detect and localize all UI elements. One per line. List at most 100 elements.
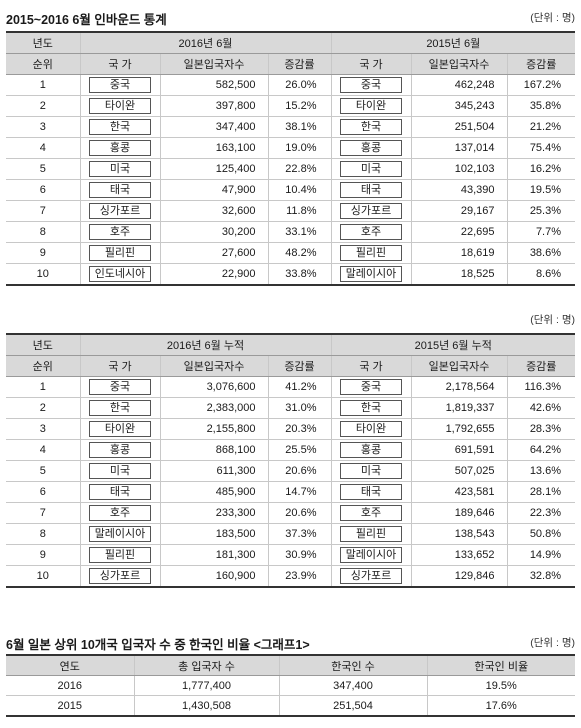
country-cell-box: 한국 xyxy=(339,119,403,135)
table3-title: 6월 일본 상위 10개국 입국자 수 중 한국인 비율 <그래프1> xyxy=(6,638,310,652)
country-cell: 홍콩 xyxy=(331,439,412,461)
country-cell-box: 미국 xyxy=(88,463,152,479)
country-cell: 태국 xyxy=(331,179,412,201)
change-cell: 11.8% xyxy=(268,200,332,222)
change-cell: 8.6% xyxy=(507,263,576,286)
country-cell-box: 타이완 xyxy=(339,98,403,114)
change-cell: 20.6% xyxy=(268,502,332,524)
country-cell-box: 말레이시아 xyxy=(88,526,152,542)
country-cell-box: 호주 xyxy=(339,505,403,521)
country-cell: 한국 xyxy=(331,397,412,419)
country-cell: 홍콩 xyxy=(80,439,161,461)
group-2015-header: 2015년 6월 xyxy=(331,31,576,54)
change-cell: 37.3% xyxy=(268,523,332,545)
visitors-cell: 163,100 xyxy=(160,137,269,159)
country-cell-box: 태국 xyxy=(88,182,152,198)
country-cell: 싱가포르 xyxy=(331,565,412,588)
country-header: 국 가 xyxy=(80,53,161,75)
rank-cell: 5 xyxy=(6,158,81,180)
change-cell: 23.9% xyxy=(268,565,332,588)
change-cell: 20.3% xyxy=(268,418,332,440)
visitors-cell: 691,591 xyxy=(411,439,508,461)
year-header: 년도 xyxy=(6,31,81,54)
ratio-cell: 17.6% xyxy=(427,695,575,717)
change-cell: 19.0% xyxy=(268,137,332,159)
change-cell: 7.7% xyxy=(507,221,576,243)
country-cell: 말레이시아 xyxy=(331,544,412,566)
year-header: 년도 xyxy=(6,333,81,356)
country-cell: 중국 xyxy=(80,74,161,96)
year-col-header: 연도 xyxy=(6,654,135,676)
country-cell: 한국 xyxy=(80,116,161,138)
visitors-cell: 137,014 xyxy=(411,137,508,159)
change-cell: 14.7% xyxy=(268,481,332,503)
country-cell-box: 타이완 xyxy=(88,421,152,437)
change-header: 증감률 xyxy=(268,355,332,377)
country-cell: 싱가포르 xyxy=(80,565,161,588)
country-cell: 미국 xyxy=(331,460,412,482)
group-2015-cumulative-header: 2015년 6월 누적 xyxy=(331,333,576,356)
country-cell-box: 홍콩 xyxy=(339,442,403,458)
country-cell: 타이완 xyxy=(331,418,412,440)
country-cell-box: 태국 xyxy=(88,484,152,500)
table-row: 4 홍콩 163,100 19.0% 홍콩 137,014 75.4% xyxy=(6,137,576,159)
country-cell: 타이완 xyxy=(80,95,161,117)
rank-cell: 6 xyxy=(6,481,81,503)
change-cell: 22.3% xyxy=(507,502,576,524)
change-cell: 50.8% xyxy=(507,523,576,545)
country-cell: 중국 xyxy=(331,376,412,398)
visitors-cell: 32,600 xyxy=(160,200,269,222)
country-cell-box: 필리핀 xyxy=(339,526,403,542)
table-row: 7 호주 233,300 20.6% 호주 189,646 22.3% xyxy=(6,502,576,524)
change-cell: 75.4% xyxy=(507,137,576,159)
visitors-cell: 2,155,800 xyxy=(160,418,269,440)
country-cell-box: 중국 xyxy=(88,77,152,93)
country-cell-box: 홍콩 xyxy=(88,140,152,156)
rank-cell: 5 xyxy=(6,460,81,482)
visitors-cell: 29,167 xyxy=(411,200,508,222)
visitors-header: 일본입국자수 xyxy=(411,53,508,75)
table-row: 5 미국 125,400 22.8% 미국 102,103 16.2% xyxy=(6,158,576,180)
visitors-cell: 1,792,655 xyxy=(411,418,508,440)
country-cell-box: 태국 xyxy=(339,182,403,198)
visitors-cell: 102,103 xyxy=(411,158,508,180)
visitors-cell: 423,581 xyxy=(411,481,508,503)
table2-cumulative-stats: 년도 2016년 6월 누적 2015년 6월 누적 순위 국 가 일본입국자수… xyxy=(6,333,576,588)
visitors-cell: 397,800 xyxy=(160,95,269,117)
rank-header: 순위 xyxy=(6,53,81,75)
change-cell: 38.6% xyxy=(507,242,576,264)
change-cell: 26.0% xyxy=(268,74,332,96)
rank-cell: 10 xyxy=(6,565,81,588)
visitors-cell: 30,200 xyxy=(160,221,269,243)
country-cell: 호주 xyxy=(80,502,161,524)
country-header: 국 가 xyxy=(331,53,412,75)
rank-cell: 2 xyxy=(6,95,81,117)
visitors-cell: 22,900 xyxy=(160,263,269,286)
country-cell: 말레이시아 xyxy=(331,263,412,286)
table-row: 3 한국 347,400 38.1% 한국 251,504 21.2% xyxy=(6,116,576,138)
country-cell: 필리핀 xyxy=(331,523,412,545)
country-cell-box: 한국 xyxy=(339,400,403,416)
rank-cell: 7 xyxy=(6,502,81,524)
change-cell: 20.6% xyxy=(268,460,332,482)
total-cell: 1,777,400 xyxy=(134,675,280,696)
country-cell: 미국 xyxy=(80,158,161,180)
country-cell-box: 태국 xyxy=(339,484,403,500)
visitors-cell: 1,819,337 xyxy=(411,397,508,419)
table-row: 10 인도네시아 22,900 33.8% 말레이시아 18,525 8.6% xyxy=(6,263,576,286)
country-cell-box: 홍콩 xyxy=(88,442,152,458)
country-cell-box: 호주 xyxy=(88,505,152,521)
visitors-cell: 183,500 xyxy=(160,523,269,545)
change-cell: 42.6% xyxy=(507,397,576,419)
country-cell: 호주 xyxy=(331,221,412,243)
country-cell-box: 말레이시아 xyxy=(339,266,403,282)
country-cell-box: 호주 xyxy=(88,224,152,240)
table-row: 2 타이완 397,800 15.2% 타이완 345,243 35.8% xyxy=(6,95,576,117)
rank-cell: 10 xyxy=(6,263,81,286)
table-row: 6 태국 47,900 10.4% 태국 43,390 19.5% xyxy=(6,179,576,201)
rank-cell: 9 xyxy=(6,544,81,566)
change-cell: 38.1% xyxy=(268,116,332,138)
change-cell: 28.1% xyxy=(507,481,576,503)
rank-cell: 8 xyxy=(6,523,81,545)
table-row: 8 호주 30,200 33.1% 호주 22,695 7.7% xyxy=(6,221,576,243)
